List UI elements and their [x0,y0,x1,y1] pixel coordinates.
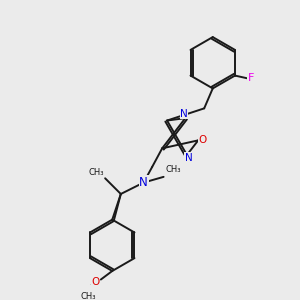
Text: N: N [184,153,192,163]
Text: N: N [180,109,188,119]
Text: O: O [198,135,207,146]
Text: N: N [139,176,148,189]
Text: CH₃: CH₃ [88,168,104,177]
Text: CH₃: CH₃ [80,292,96,300]
Text: CH₃: CH₃ [165,165,181,174]
Text: O: O [91,278,99,287]
Text: F: F [248,74,254,83]
